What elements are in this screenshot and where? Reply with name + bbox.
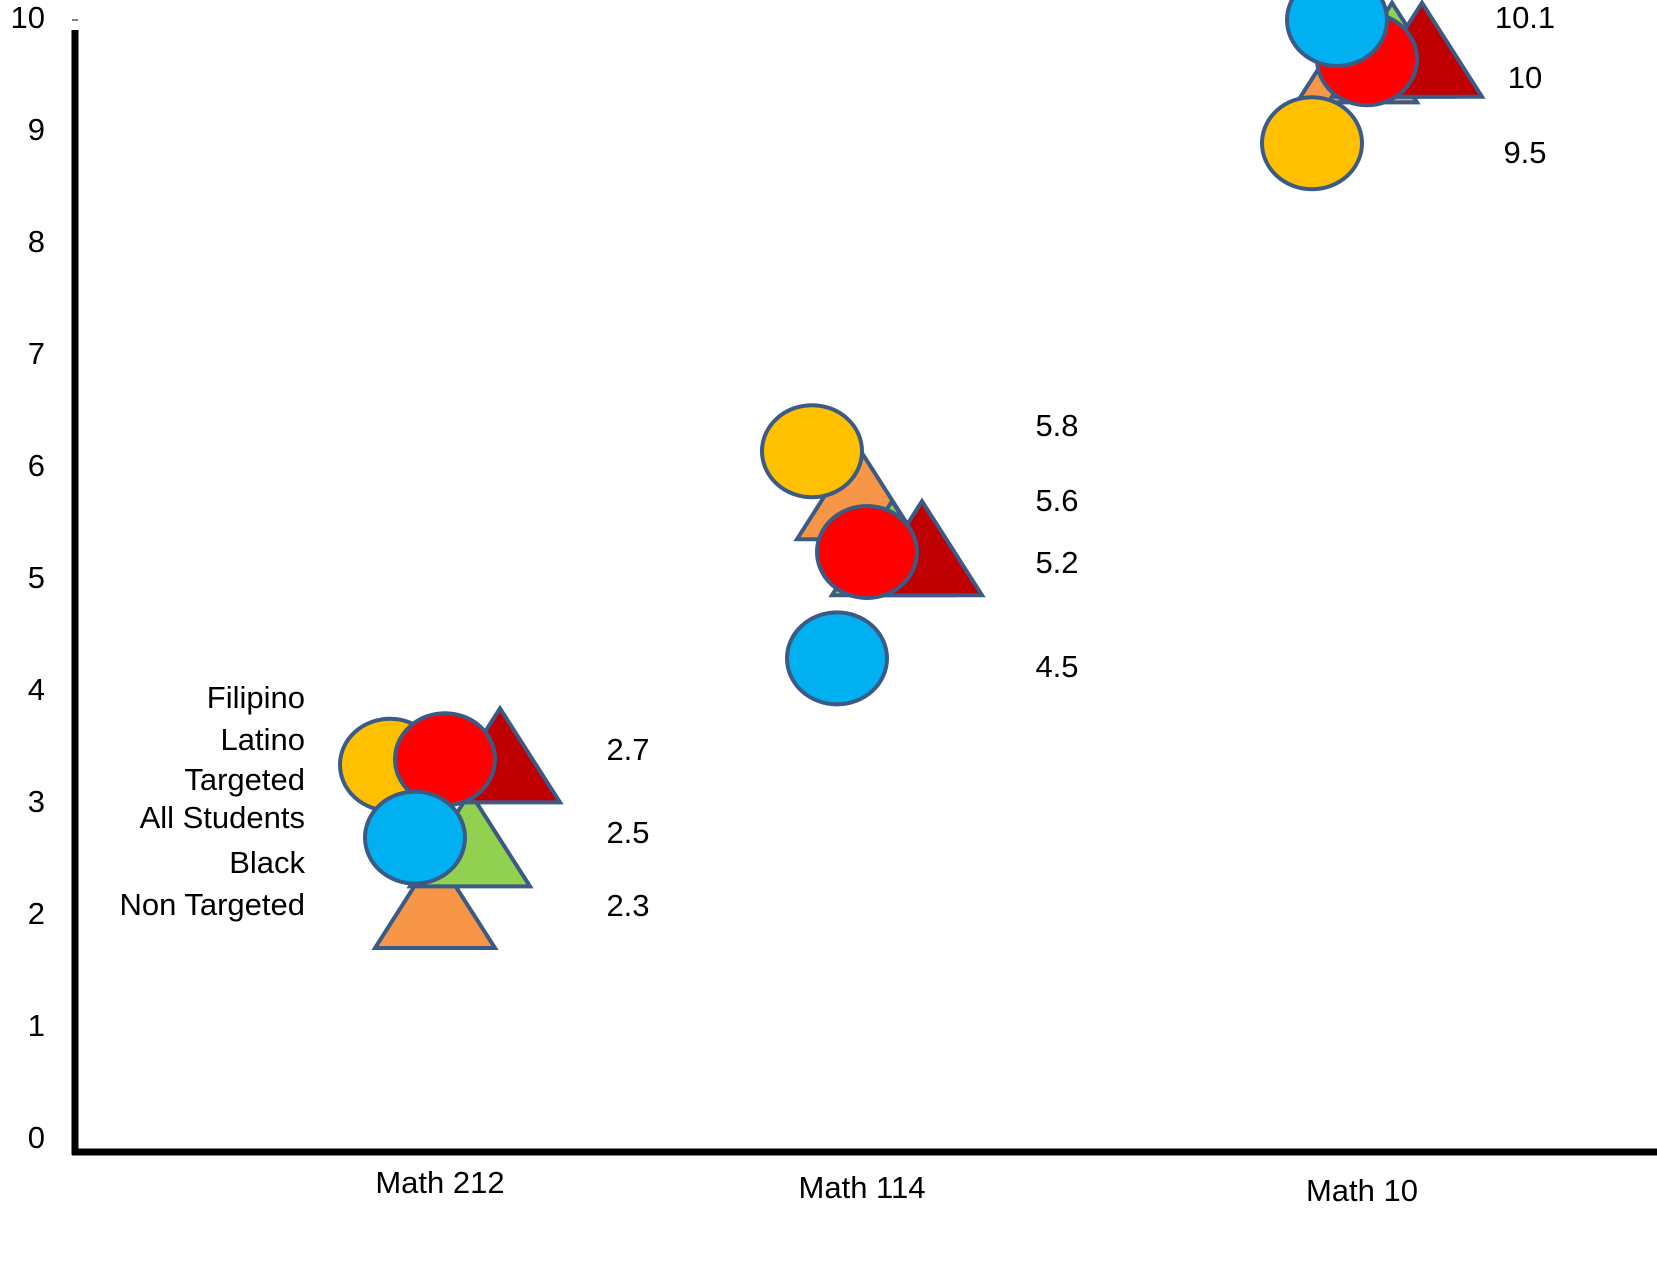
annotation: 2.3	[606, 888, 649, 923]
annotation: 2.7	[606, 732, 649, 767]
annotation: 4.5	[1035, 649, 1078, 684]
marker-circle	[815, 504, 919, 600]
annotation: 5.8	[1035, 408, 1078, 443]
legend-label: Non Targeted	[119, 887, 305, 922]
annotation: 5.6	[1035, 483, 1078, 518]
marker-triangle	[371, 850, 499, 950]
x-tick-label: Math 114	[799, 1170, 926, 1205]
annotation: 2.5	[606, 815, 649, 850]
marker-circle	[1260, 95, 1364, 192]
y-tick-label: 7	[28, 336, 45, 371]
legend-label: Filipino	[207, 680, 305, 715]
annotation: 10	[1508, 60, 1542, 95]
marker-circle	[785, 610, 889, 707]
annotation: 9.5	[1503, 135, 1546, 170]
y-tick-label: 6	[28, 448, 45, 483]
y-tick-label: 0	[28, 1120, 45, 1155]
legend-label: Black	[229, 845, 305, 880]
marker-circle	[760, 403, 864, 500]
legend-label: Targeted	[184, 762, 305, 797]
y-tick-label: 2	[28, 896, 45, 931]
legend-label: All Students	[140, 800, 305, 835]
x-tick-label: Math 10	[1306, 1173, 1418, 1208]
y-tick-label: 4	[28, 672, 45, 707]
y-tick-label: 10	[11, 0, 45, 35]
annotation: 10.1	[1495, 0, 1555, 35]
marker-circle	[363, 789, 467, 886]
x-tick-label: Math 212	[375, 1165, 504, 1200]
y-tick-label: 1	[28, 1008, 45, 1043]
y-tick-label: 9	[28, 112, 45, 147]
legend-label: Latino	[221, 722, 305, 757]
marker-circle	[1285, 0, 1389, 68]
y-tick-label: 8	[28, 224, 45, 259]
y-tick-label: 5	[28, 560, 45, 595]
y-tick-label: 3	[28, 784, 45, 819]
annotation: 5.2	[1035, 545, 1078, 580]
